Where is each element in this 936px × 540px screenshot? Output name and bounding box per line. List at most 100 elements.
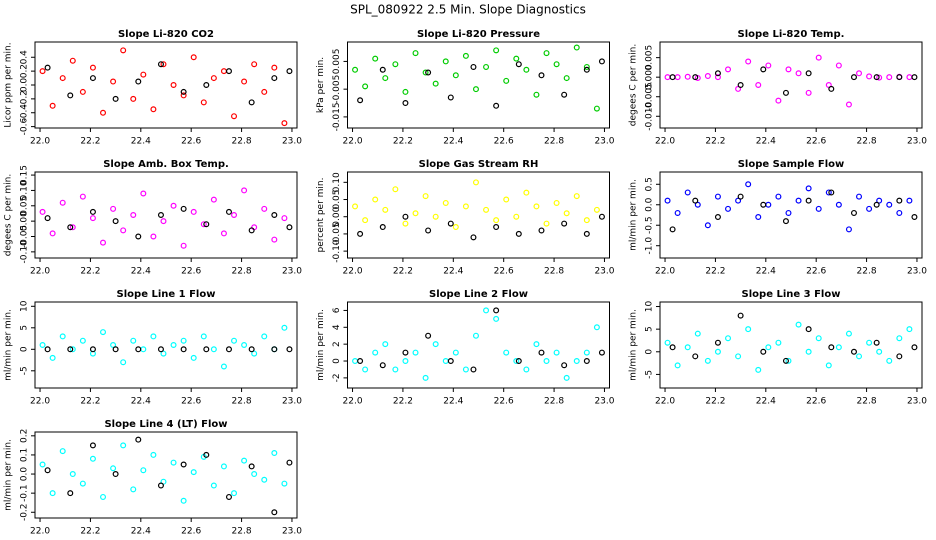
point: [593, 105, 600, 112]
point: [112, 346, 119, 353]
point: [357, 358, 364, 365]
point: [533, 91, 540, 98]
point: [493, 224, 500, 231]
point: [110, 205, 117, 212]
point: [462, 203, 469, 210]
point: [669, 74, 676, 81]
point: [412, 210, 419, 217]
point: [220, 230, 227, 237]
page-title: SPL_080922 2.5 Min. Slope Diagnostics: [350, 3, 586, 17]
point: [200, 333, 207, 340]
point: [210, 196, 217, 203]
point: [203, 346, 210, 353]
point: [553, 349, 560, 356]
plot-frame: [347, 301, 610, 389]
point: [422, 374, 429, 381]
point: [906, 74, 913, 81]
point: [180, 242, 187, 249]
point: [694, 201, 701, 208]
point: [59, 199, 66, 206]
point: [795, 321, 802, 328]
point: [737, 81, 744, 88]
y-tick-label: -0.005: [645, 82, 655, 111]
point: [782, 218, 789, 225]
point: [352, 203, 359, 210]
y-tick-label: 0.0: [645, 197, 655, 212]
point: [372, 349, 379, 356]
point: [67, 92, 74, 99]
point: [775, 339, 782, 346]
point: [231, 113, 238, 120]
point: [357, 230, 364, 237]
point: [100, 109, 107, 116]
point: [67, 490, 74, 497]
point: [896, 353, 903, 360]
point: [140, 190, 147, 197]
point: [674, 74, 681, 81]
point: [470, 234, 477, 241]
point: [210, 75, 217, 82]
point: [69, 471, 76, 478]
x-tick-label: 22.6: [806, 267, 826, 277]
y-tick-label: 0.15: [20, 165, 30, 185]
point: [231, 490, 238, 497]
y-tick-label: 10: [645, 301, 655, 313]
point: [714, 74, 721, 81]
point: [281, 215, 288, 222]
y-tick-label: 0.005: [332, 49, 342, 75]
point: [130, 486, 137, 493]
point: [563, 374, 570, 381]
point: [135, 233, 142, 240]
point: [100, 239, 107, 246]
point: [755, 81, 762, 88]
point: [538, 227, 545, 234]
point: [442, 199, 449, 206]
point: [573, 193, 580, 200]
point: [231, 337, 238, 344]
point: [89, 215, 96, 222]
point: [782, 357, 789, 364]
point: [352, 66, 359, 73]
point: [583, 358, 590, 365]
point: [49, 354, 56, 361]
point: [271, 212, 278, 219]
y-tick-label: 0: [332, 358, 342, 364]
point: [593, 324, 600, 331]
point: [271, 64, 278, 71]
plot-frame: [34, 301, 298, 389]
point: [664, 197, 671, 204]
point: [150, 451, 157, 458]
point: [515, 230, 522, 237]
x-tick-label: 22.4: [131, 267, 151, 277]
y-tick-label: -0.005: [332, 75, 342, 104]
point: [210, 482, 217, 489]
x-tick-label: 22.0: [30, 267, 50, 277]
point: [286, 459, 293, 466]
point: [714, 214, 721, 221]
point: [725, 66, 732, 73]
point: [190, 54, 197, 61]
x-tick-label: 22.4: [131, 527, 151, 537]
point: [220, 363, 227, 370]
point: [664, 339, 671, 346]
y-tick-label: -0.010: [645, 101, 655, 130]
point: [513, 358, 520, 365]
point: [452, 72, 459, 79]
point: [190, 469, 197, 476]
point: [170, 342, 177, 349]
x-tick-label: 22.8: [232, 137, 252, 147]
x-tick-label: 22.4: [443, 267, 463, 277]
point: [664, 74, 671, 81]
x-tick-label: 22.0: [30, 527, 50, 537]
point: [765, 344, 772, 351]
x-tick-label: 22.2: [705, 267, 725, 277]
point: [69, 224, 76, 231]
point: [44, 467, 51, 474]
point: [805, 197, 812, 204]
point: [815, 205, 822, 212]
x-tick-label: 23.0: [594, 267, 614, 277]
point: [704, 357, 711, 364]
x-tick-label: 22.0: [655, 137, 675, 147]
point: [89, 208, 96, 215]
point: [79, 480, 86, 487]
